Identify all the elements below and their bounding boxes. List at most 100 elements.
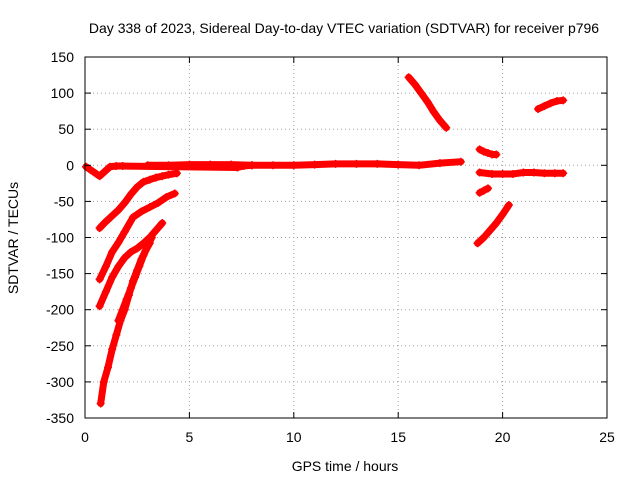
data-point (108, 345, 117, 354)
data-point (352, 159, 361, 168)
data-point (99, 377, 108, 386)
data-point (498, 210, 507, 219)
data-point (540, 102, 549, 111)
data-point (289, 161, 298, 170)
series-arc-high-fall (404, 73, 451, 132)
series-scatter-singles (82, 161, 257, 181)
data-point (540, 169, 549, 178)
data-point (423, 97, 432, 106)
x-axis-label: GPS time / hours (292, 458, 399, 474)
data-point (479, 233, 488, 242)
grid-lines (85, 57, 607, 418)
data-point (559, 96, 568, 105)
data-point (492, 150, 501, 159)
data-point (114, 262, 123, 271)
y-tick-label: -300 (46, 374, 74, 390)
data-point (331, 159, 340, 168)
data-point (114, 206, 123, 215)
data-point (112, 330, 121, 339)
data-point (158, 172, 167, 181)
data-point (103, 363, 112, 372)
data-point (145, 175, 154, 184)
y-tick-label: -150 (46, 266, 74, 282)
data-point (498, 169, 507, 178)
data-point (139, 177, 148, 186)
data-point (131, 273, 140, 282)
data-point (170, 189, 179, 198)
data-point (95, 172, 104, 181)
y-axis: -350 -300 -250 -200 -150 -100 -50 0 50 100 150 (46, 49, 607, 426)
data-point (534, 104, 543, 113)
data-point (108, 247, 117, 256)
data-point (417, 89, 426, 98)
y-tick-label: 50 (58, 121, 74, 137)
y-axis-label: SDTVAR / TECUs (5, 182, 21, 294)
data-point (172, 169, 181, 178)
data-point (473, 239, 482, 248)
data-point (162, 193, 171, 202)
data-point (486, 226, 495, 235)
data-point (137, 207, 146, 216)
data-point (442, 123, 451, 132)
data-point (108, 273, 117, 282)
data-point (120, 227, 129, 236)
data-point (101, 217, 110, 226)
chart-title: Day 338 of 2023, Sidereal Day-to-day VTE… (89, 20, 599, 36)
series-arc-mid-19 (475, 145, 501, 159)
data-point (101, 262, 110, 271)
data-point (126, 284, 135, 293)
data-point (122, 294, 131, 303)
series-arc-short-19 (475, 184, 492, 197)
data-point (143, 242, 152, 251)
data-point (114, 238, 123, 247)
y-tick-label: -50 (54, 193, 74, 209)
data-point (546, 99, 555, 108)
data-points (82, 73, 568, 408)
data-point (479, 147, 488, 156)
data-point (483, 149, 492, 158)
series-arc-low-19 (473, 201, 513, 248)
data-point (114, 316, 123, 325)
data-point (248, 161, 257, 170)
x-tick-label: 25 (599, 429, 615, 445)
data-point (108, 211, 117, 220)
data-point (96, 399, 105, 408)
y-tick-label: -200 (46, 302, 74, 318)
y-tick-label: -350 (46, 410, 74, 426)
data-point (492, 219, 501, 228)
x-tick-label: 10 (286, 429, 302, 445)
data-point (164, 170, 173, 179)
y-tick-label: 150 (51, 49, 75, 65)
data-point (158, 219, 167, 228)
data-point (529, 168, 538, 177)
data-point (126, 247, 135, 256)
data-point (504, 201, 513, 210)
data-point (135, 262, 144, 271)
data-point (429, 107, 438, 116)
data-point (475, 168, 484, 177)
data-point (154, 198, 163, 207)
series-arc-rise-2 (95, 189, 179, 284)
data-point (101, 287, 110, 296)
data-point (118, 305, 127, 314)
data-point (120, 198, 129, 207)
data-point (268, 161, 277, 170)
data-point (410, 80, 419, 89)
y-tick-label: -250 (46, 338, 74, 354)
data-point (435, 159, 444, 168)
data-point (129, 213, 138, 222)
data-point (509, 169, 518, 178)
data-point (133, 182, 142, 191)
data-point (373, 159, 382, 168)
data-point (139, 251, 148, 260)
x-tick-label: 5 (186, 429, 194, 445)
data-point (95, 302, 104, 311)
data-point (95, 275, 104, 284)
series-arc-rise-1 (95, 169, 181, 233)
data-point (519, 168, 528, 177)
series-band (474, 201, 513, 247)
x-axis: 0 5 10 15 20 25 (81, 57, 615, 445)
data-point (151, 226, 160, 235)
x-tick-label: 15 (390, 429, 406, 445)
y-tick-label: -100 (46, 230, 74, 246)
